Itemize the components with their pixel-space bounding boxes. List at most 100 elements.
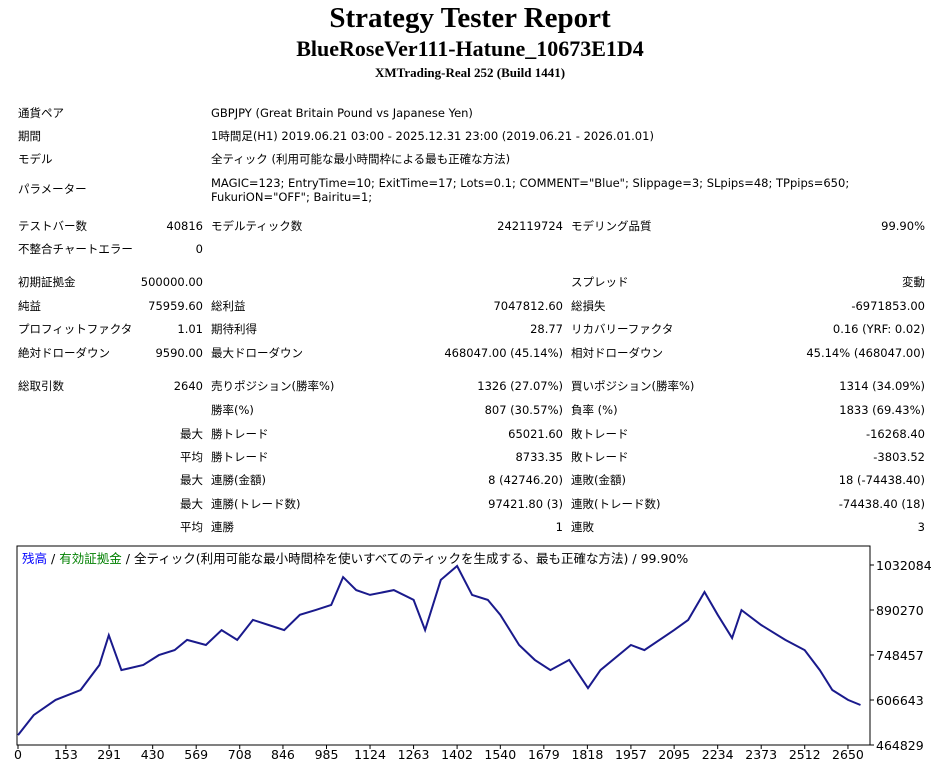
info-value: GBPJPY (Great Britain Pound vs Japanese … <box>211 106 473 120</box>
stat-label: 期待利得 <box>211 322 257 336</box>
stat-label: 総損失 <box>571 299 606 313</box>
stat-value: -3803.52 <box>873 450 925 464</box>
stat-label: 最大ドローダウン <box>211 346 303 360</box>
stat-value: 468047.00 (45.14%) <box>444 346 563 360</box>
stat-label: 連勝 <box>211 520 234 534</box>
stat-value: 1 <box>555 520 563 534</box>
x-tick-label: 708 <box>228 747 252 761</box>
report-subtitle: BlueRoseVer111-Hatune_10673E1D4 <box>296 36 644 61</box>
x-tick-label: 2234 <box>702 747 734 761</box>
stat-value: 500000.00 <box>140 275 203 289</box>
x-tick-label: 2373 <box>745 747 777 761</box>
stat-value: 1.01 <box>177 322 203 336</box>
stat-value: 40816 <box>166 219 203 233</box>
x-tick-label: 1679 <box>528 747 560 761</box>
stat-label: 敗トレード <box>571 450 629 464</box>
stat-label: プロフィットファクタ <box>18 322 133 336</box>
stat-label: 初期証拠金 <box>18 275 76 289</box>
legend: 残高 / 有効証拠金 / 全ティック(利用可能な最小時間枠を使いすべてのティックを生成す… <box>22 551 688 566</box>
stat-label: 勝トレード <box>211 450 269 464</box>
y-tick-label: 890270 <box>876 603 924 618</box>
stat-value: 1833 (69.43%) <box>839 403 925 417</box>
info-value: 1時間足(H1) 2019.06.21 03:00 - 2025.12.31 2… <box>211 129 654 143</box>
stat-label: 純益 <box>18 299 41 313</box>
stat-value: 8 (42746.20) <box>488 473 563 487</box>
legend-separator: / <box>51 551 56 566</box>
info-value: 全ティック (利用可能な最小時間枠による最も正確な方法) <box>211 152 511 166</box>
x-tick-label: 1818 <box>571 747 603 761</box>
x-tick-label: 985 <box>315 747 339 761</box>
stat-label: 勝トレード <box>211 427 269 441</box>
stat-label: 不整合チャートエラー <box>18 242 133 256</box>
stat-value: 28.77 <box>530 322 563 336</box>
stat-label: 勝率(%) <box>211 403 254 417</box>
stat-label: スプレッド <box>571 275 629 289</box>
legend-separator: / <box>126 551 131 566</box>
stat-label: 連敗(金額) <box>571 473 626 487</box>
stat-label: 連敗 <box>571 520 594 534</box>
legend-entry: 99.90% <box>641 551 689 566</box>
stat-value: 8733.35 <box>515 450 563 464</box>
stat-value: -6971853.00 <box>851 299 925 313</box>
legend-entry: 残高 <box>22 551 47 566</box>
x-tick-label: 2512 <box>789 747 821 761</box>
info-label: 期間 <box>18 129 41 143</box>
stat-value: 平均 <box>180 520 203 534</box>
stat-value: 65021.60 <box>508 427 563 441</box>
x-tick-label: 1957 <box>615 747 647 761</box>
info-label: モデル <box>18 152 53 166</box>
stat-value: 最大 <box>180 497 203 511</box>
stat-label: 買いポジション(勝率%) <box>571 379 695 393</box>
stat-value: 1326 (27.07%) <box>477 379 563 393</box>
x-tick-label: 1402 <box>441 747 473 761</box>
stat-label: 総利益 <box>211 299 246 313</box>
stat-value: -74438.40 (18) <box>838 497 925 511</box>
balance-chart: 464829 606643 748457 890270 1032084 0 153 291 43… <box>14 545 932 761</box>
stat-label: 連敗(トレード数) <box>571 497 661 511</box>
report-title: Strategy Tester Report <box>329 2 611 34</box>
stat-label: 負率 (%) <box>571 403 618 417</box>
stat-label: 連勝(金額) <box>211 473 266 487</box>
y-tick-label: 464829 <box>876 738 924 753</box>
broker: XMTrading-Real 252 (Build 1441) <box>374 65 566 80</box>
stat-value: 9590.00 <box>155 346 203 360</box>
info-label: パラメーター <box>18 182 87 196</box>
y-tick-label: 748457 <box>876 648 924 663</box>
plot-frame <box>16 545 871 746</box>
y-tick-label: 606643 <box>876 693 924 708</box>
stat-value: 0 <box>195 242 203 256</box>
stat-value: 0.16 (YRF: 0.02) <box>832 322 925 336</box>
x-tick-label: 1124 <box>354 747 386 761</box>
stat-label: 相対ドローダウン <box>571 346 663 360</box>
info-label: 通貨ペア <box>18 106 64 120</box>
x-tick-label: 430 <box>141 747 165 761</box>
stat-value: -16268.40 <box>865 427 925 441</box>
stat-value: 242119724 <box>497 219 563 233</box>
y-tick-label: 1032084 <box>876 558 932 573</box>
x-tick-label: 153 <box>54 747 78 761</box>
stat-value: 7047812.60 <box>493 299 563 313</box>
legend-entry: 有効証拠金 <box>59 551 122 566</box>
x-tick-label: 291 <box>97 747 121 761</box>
stat-label: リカバリーファクタ <box>571 322 674 336</box>
x-tick-label: 569 <box>184 747 208 761</box>
x-tick-label: 2650 <box>832 747 864 761</box>
x-tick-label: 1540 <box>484 747 516 761</box>
legend-separator: / <box>632 551 637 566</box>
x-tick-label: 846 <box>271 747 295 761</box>
legend-entry: 全ティック(利用可能な最小時間枠を使いすべてのティックを生成する、最も正確な方法… <box>134 551 628 566</box>
info-value: MAGIC=123; EntryTime=10; ExitTime=17; Lo… <box>211 176 850 204</box>
x-tick-label: 1263 <box>398 747 430 761</box>
stat-label: モデルティック数 <box>211 219 303 233</box>
stat-value: 18 (-74438.40) <box>838 473 925 487</box>
stat-value: 99.90% <box>881 219 925 233</box>
stat-label: 総取引数 <box>18 379 64 393</box>
stat-label: 絶対ドローダウン <box>18 346 110 360</box>
stat-value: 2640 <box>173 379 203 393</box>
stat-value: 3 <box>917 520 925 534</box>
stat-value: 変動 <box>902 275 925 289</box>
stat-label: テストバー数 <box>18 219 87 233</box>
stat-value: 45.14% (468047.00) <box>806 346 925 360</box>
x-tick-label: 2095 <box>658 747 690 761</box>
